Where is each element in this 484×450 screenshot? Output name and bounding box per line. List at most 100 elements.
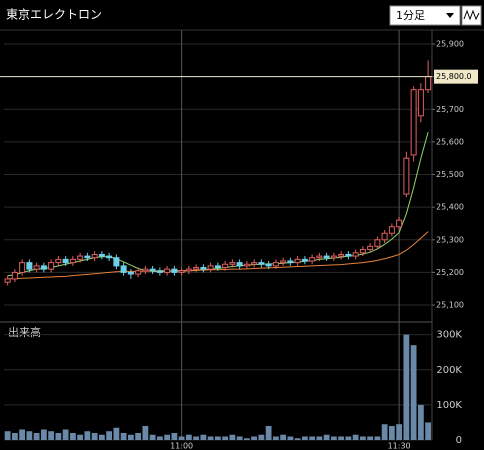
candle-body (84, 255, 91, 259)
candle-body (156, 270, 163, 273)
volume-bar (193, 436, 200, 440)
volume-bar (367, 436, 374, 440)
volume-bar (11, 432, 18, 440)
candle-body (77, 255, 84, 260)
volume-bar (48, 431, 55, 440)
candle-body (265, 263, 272, 267)
dropdown-box[interactable] (389, 5, 461, 26)
candle-body (200, 267, 207, 270)
volume-bar (149, 434, 156, 440)
volume-bar (4, 431, 11, 440)
candle-body (4, 278, 11, 283)
candle-body (214, 265, 221, 269)
volume-bar (84, 431, 91, 440)
candle-body (258, 262, 265, 265)
candle-body (251, 262, 258, 265)
volume-bar (417, 404, 424, 440)
candle-body (106, 255, 113, 259)
volume-bar (222, 436, 229, 440)
volume-bar (236, 436, 243, 440)
volume-bar (345, 436, 352, 440)
candle-body (142, 268, 149, 272)
volume-bar (214, 436, 221, 440)
volume-label: 出来高 (8, 325, 41, 339)
candle-body (330, 255, 337, 259)
candle-body (410, 89, 417, 156)
volume-bar (330, 436, 337, 440)
volume-bar (26, 431, 33, 440)
dropdown-arrow (446, 13, 454, 18)
candle-body (338, 253, 345, 257)
candle-body (222, 263, 229, 269)
candle-body (309, 257, 316, 262)
volume-bar (33, 432, 40, 440)
volume-bar (69, 432, 76, 440)
volume-bar (207, 436, 214, 440)
candle-body (417, 89, 424, 117)
y-tick-label: 25,500 (436, 170, 464, 179)
candle-body (48, 262, 55, 270)
candle-body (120, 265, 127, 273)
volume-bar (265, 425, 272, 440)
candle-body (26, 262, 33, 270)
candle-body (69, 258, 76, 264)
volume-bar (106, 431, 113, 440)
chart-icon (463, 9, 480, 21)
candle-body (396, 219, 403, 228)
volume-bar (77, 434, 84, 440)
y-tick-label: 25,600 (436, 137, 464, 146)
candle-body (381, 232, 388, 241)
y-tick-label: 25,300 (436, 235, 464, 244)
candle-body (55, 258, 62, 264)
volume-bar (91, 432, 98, 440)
last-price-box (434, 69, 478, 84)
candle-body (207, 265, 214, 270)
volume-bar (338, 436, 345, 440)
volume-bar (309, 436, 316, 440)
volume-bar (301, 436, 308, 440)
dropdown-text[interactable]: 1分足 (396, 9, 425, 22)
volume-bar (251, 436, 258, 440)
volume-bar (425, 422, 432, 440)
volume-bar (388, 425, 395, 440)
volume-bar (142, 425, 149, 440)
volume-bar (229, 434, 236, 440)
candle-body (11, 271, 18, 280)
candle-body (243, 263, 250, 267)
volume-bar (55, 432, 62, 440)
volume-bar (19, 429, 26, 440)
stock-title: 東京エレクトロン (6, 8, 102, 22)
candle-body (352, 252, 359, 257)
volume-bar (280, 434, 287, 440)
volume-bar (243, 438, 250, 440)
volume-bar (410, 345, 417, 440)
candle-body (388, 226, 395, 234)
candle-body (113, 257, 120, 267)
candle-body (149, 268, 156, 272)
volume-bar (352, 434, 359, 440)
y-tick-label: 25,200 (436, 268, 464, 277)
interval-dropdown[interactable]: 1分足 (389, 5, 461, 26)
candle-body (178, 270, 185, 273)
volume-bar (200, 434, 207, 440)
volume-bar (396, 424, 403, 440)
volume-tick-label: 200K (436, 365, 462, 376)
candle-body (403, 157, 410, 195)
candle-body (164, 268, 171, 273)
candle-body (301, 258, 308, 262)
candle-body (62, 258, 69, 264)
candle-body (287, 260, 294, 264)
last-price-label: 25,800.0 (436, 72, 472, 81)
volume-tick-label: 100K (436, 400, 462, 411)
volume-bar (135, 432, 142, 440)
volume-bar (164, 434, 171, 440)
volume-bar (381, 424, 388, 440)
candle-body (280, 260, 287, 264)
candle-body (33, 265, 40, 270)
volume-bar (359, 436, 366, 440)
candle-body (367, 245, 374, 251)
volume-bar (258, 434, 265, 440)
y-tick-label: 25,100 (436, 301, 464, 310)
volume-bar (185, 434, 192, 440)
